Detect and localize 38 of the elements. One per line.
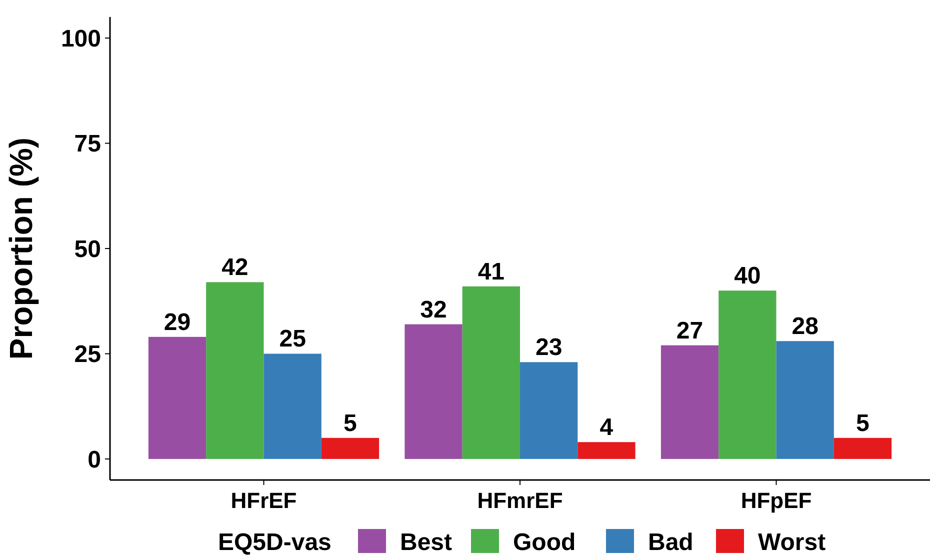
y-tick-label: 0 [88,446,101,474]
y-tick-label: 75 [74,130,101,158]
bar [520,362,578,459]
data-label: 5 [856,410,870,437]
bar [148,336,206,459]
data-label: 42 [222,254,248,282]
x-tick-label: HFrEF [230,488,297,513]
legend-label: Good [513,529,576,556]
bar [404,324,462,459]
data-label: 32 [420,296,447,324]
data-label: 25 [279,326,306,353]
legend-label: Bad [648,529,694,556]
data-label: 23 [535,334,562,362]
bar [462,286,520,459]
bar [578,442,636,459]
y-tick-label: 25 [74,341,101,368]
legend-label: Worst [758,529,826,556]
data-label: 27 [676,317,704,344]
legend-label: Best [400,529,452,556]
x-tick-label: HFpEF [740,488,812,513]
data-label: 41 [478,258,505,286]
bar [660,345,719,459]
bar [206,282,264,459]
data-label: 40 [734,262,761,290]
bar [718,290,776,459]
bar [776,341,834,459]
bar [834,438,892,459]
y-tick-label: 100 [60,25,101,52]
x-tick-label: HFmrEF [477,488,563,513]
data-label: 29 [164,308,191,336]
legend-title: EQ5D-vas [218,529,332,556]
bar [264,354,322,459]
y-axis-title: Proportion (%) [3,137,39,360]
data-label: 28 [792,313,818,340]
data-label: 5 [344,410,357,437]
data-label: 4 [600,414,614,442]
bar [321,438,380,459]
y-tick-label: 50 [74,236,101,263]
